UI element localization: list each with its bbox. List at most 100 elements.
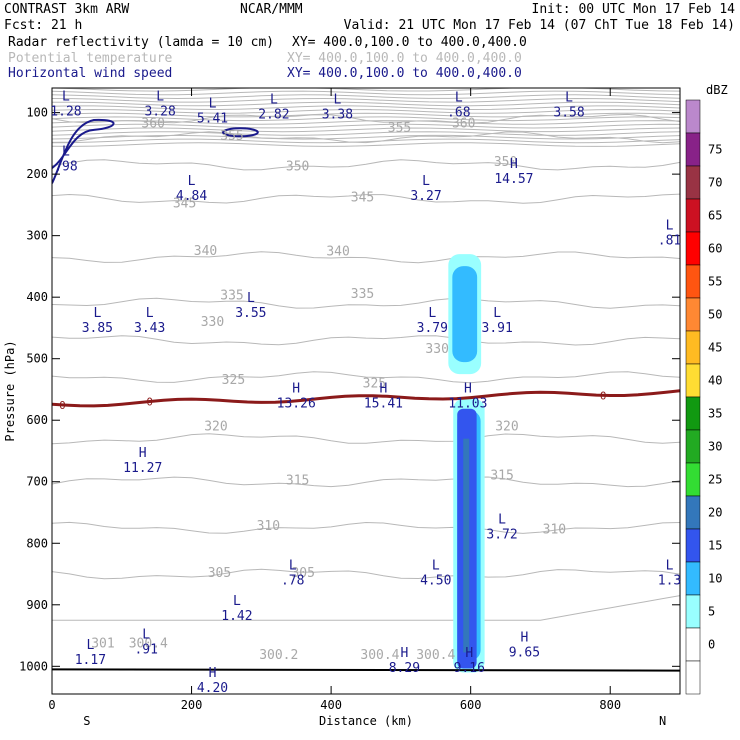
plot-frame <box>51 87 681 695</box>
theta-label: 305 <box>291 566 314 581</box>
colorbar-label: 35 <box>708 407 722 421</box>
theta-contour-315 <box>52 476 680 488</box>
colorbar-swatch <box>685 528 701 563</box>
wind-extremum: H14.57 <box>494 157 533 187</box>
theta-label: 300.4 <box>360 648 399 663</box>
xy-theta: XY= 400.0,100.0 to 400.0,400.0 <box>287 51 522 66</box>
colorbar-label: 60 <box>708 242 722 256</box>
wind-extremum-value: 9.65 <box>509 646 540 661</box>
colorbar-swatch <box>685 99 701 134</box>
colorbar-label: 65 <box>708 209 722 223</box>
north-label: N <box>659 714 666 728</box>
wind-extremum-type: H <box>464 382 472 397</box>
theta-contour-upper <box>52 112 680 118</box>
xy-wind: XY= 400.0,100.0 to 400.0,400.0 <box>287 66 522 81</box>
wind-extremum-value: 4.20 <box>197 681 228 696</box>
theta-contour-low <box>52 595 680 621</box>
theta-label: 340 <box>326 245 349 260</box>
y-tick-label: 900 <box>26 598 48 612</box>
wind-extremum-type: H <box>292 382 300 397</box>
theta-label: 360 <box>141 117 164 132</box>
colorbar-label: 50 <box>708 308 722 322</box>
y-tick-label: 600 <box>26 413 48 427</box>
theta-label: 300.4 <box>416 648 455 663</box>
x-tick-label: 200 <box>181 698 203 712</box>
wind-extremum: L3.55 <box>235 291 266 321</box>
wind-extremum-type: H <box>380 382 388 397</box>
wind-extremum: L2.82 <box>258 92 289 122</box>
wind-extremum: L.98 <box>54 145 77 175</box>
y-tick-label: 400 <box>26 290 48 304</box>
y-axis-label: Pressure (hPa) <box>3 340 17 441</box>
colorbar-swatch <box>685 495 701 530</box>
freezing-level-label: 0 <box>600 389 607 402</box>
theta-label: 310 <box>257 519 280 534</box>
colorbar-swatch <box>685 132 701 167</box>
wind-extremum-type: H <box>209 666 217 681</box>
wind-extremum-value: 1.17 <box>75 653 106 668</box>
colorbar-swatch <box>685 198 701 233</box>
wind-extremum-type: L <box>422 174 430 189</box>
freezing-level-label: 0 <box>59 399 66 412</box>
wind-extremum-value: 2.82 <box>258 107 289 122</box>
theta-label: 330 <box>425 342 448 357</box>
theta-contour-upper <box>52 105 680 111</box>
y-tick-label: 200 <box>26 167 48 181</box>
theta-label: 320 <box>204 419 227 434</box>
wind-extremum-type: L <box>428 306 436 321</box>
wind-extremum: L3.85 <box>82 306 113 336</box>
colorbar-swatch <box>685 396 701 431</box>
theta-label: 300.4 <box>129 637 168 652</box>
theta-contour-330 <box>52 335 680 346</box>
theta-label: 350 <box>286 160 309 175</box>
colorbar-swatch <box>685 264 701 299</box>
field-wind: Horizontal wind speed <box>8 66 172 81</box>
wind-extremum-value: 11.27 <box>123 461 162 476</box>
wind-extremum-value: 3.43 <box>134 321 165 336</box>
theta-contour-upper <box>52 142 680 147</box>
wind-extremum: L1.17 <box>75 638 106 668</box>
theta-contour-upper <box>52 108 680 114</box>
colorbar-label: 10 <box>708 572 722 586</box>
theta-contour-upper <box>52 116 680 122</box>
wind-extremum-type: L <box>565 91 573 106</box>
colorbar-label: 25 <box>708 473 722 487</box>
theta-label: 301 <box>91 637 114 652</box>
wind-extremum-value: 9.16 <box>454 661 485 676</box>
theta-label: 345 <box>173 197 196 212</box>
theta-label: 310 <box>543 523 566 538</box>
theta-contour-345 <box>52 193 680 204</box>
theta-label: 345 <box>351 191 374 206</box>
theta-contour-335 <box>52 297 680 309</box>
theta-label: 305 <box>208 566 231 581</box>
wind-extremum-value: 3.91 <box>482 321 513 336</box>
wind-extremum-type: H <box>400 646 408 661</box>
theta-label: 325 <box>363 376 386 391</box>
theta-label: 350 <box>494 155 517 170</box>
wind-extremum: L1.3 <box>658 559 681 589</box>
x-tick-label: 600 <box>460 698 482 712</box>
theta-contour-310 <box>52 521 680 534</box>
colorbar-label: 75 <box>708 143 722 157</box>
colorbar-swatch <box>685 297 701 332</box>
reflectivity-cell-inner <box>463 438 470 653</box>
wind-extremum-type: L <box>432 559 440 574</box>
wind-extremum: L.68 <box>447 91 470 121</box>
valid-time: Valid: 21 UTC Mon 17 Feb 14 (07 ChT Tue … <box>344 18 735 33</box>
theta-contour-upper <box>52 138 680 144</box>
colorbar-label: 45 <box>708 341 722 355</box>
wind-extremum-value: 15.41 <box>364 397 403 412</box>
colorbar-swatch <box>685 462 701 497</box>
wind-extremum-type: L <box>93 306 101 321</box>
theta-contour-350 <box>52 159 680 171</box>
wind-extremum-value: 14.57 <box>494 172 533 187</box>
wind-extremum-value: 1.3 <box>658 574 681 589</box>
wind-extremum: L3.38 <box>322 92 353 122</box>
colorbar-swatch <box>685 231 701 266</box>
wind-extremum-value: .91 <box>134 643 157 658</box>
theta-label: 330 <box>201 315 224 330</box>
x-tick-label: 400 <box>320 698 342 712</box>
init-time: Init: 00 UTC Mon 17 Feb 14 <box>532 2 736 17</box>
theta-contour-upper <box>52 123 680 129</box>
